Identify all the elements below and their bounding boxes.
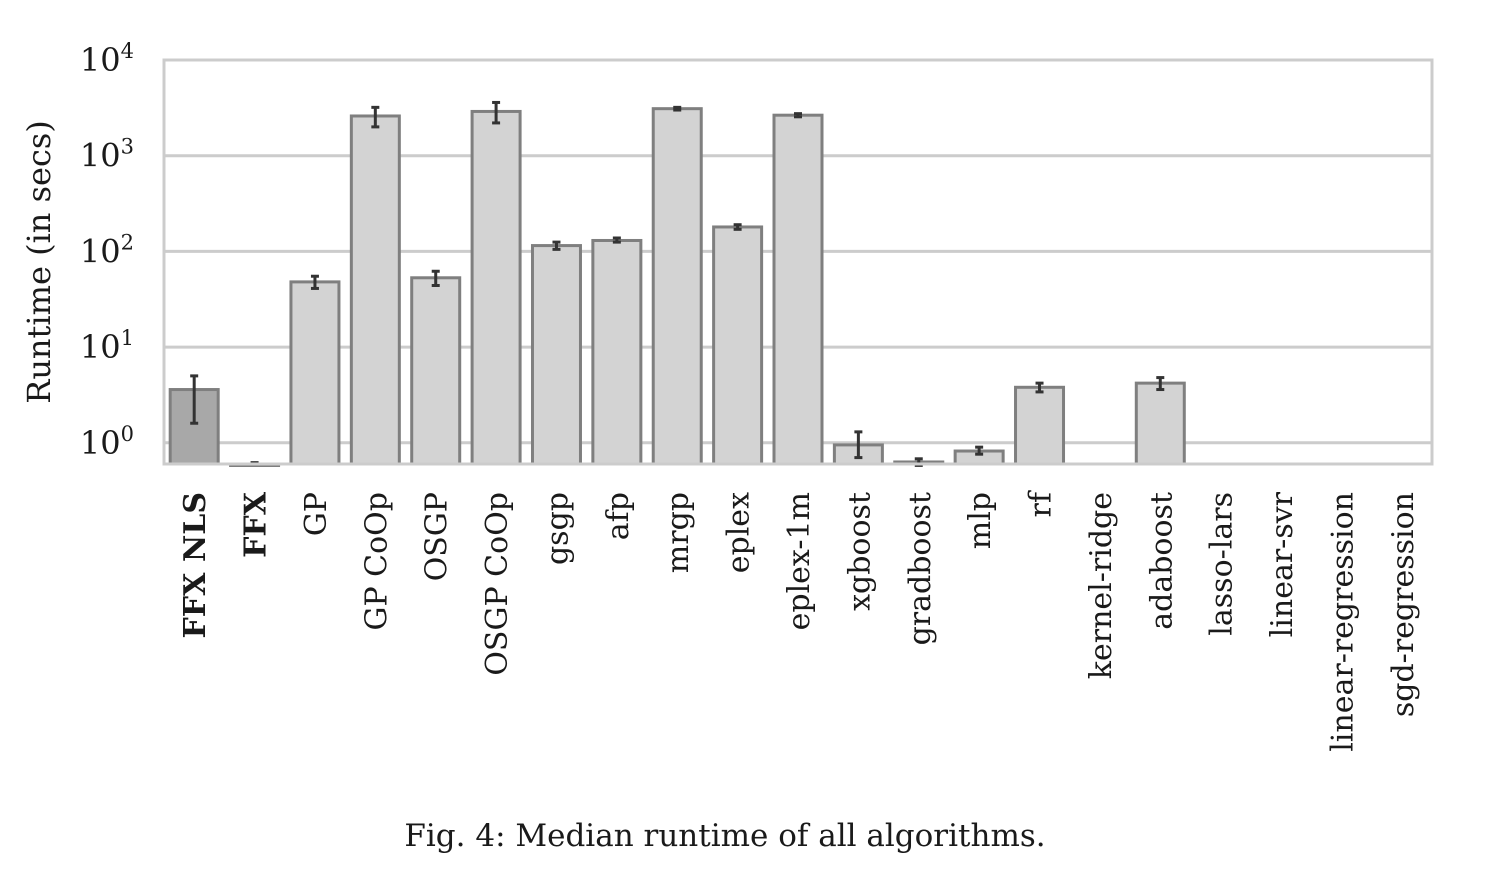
y-tick-label: 101 [80, 326, 134, 366]
x-category-label: gradboost [903, 492, 938, 645]
figure-caption: Fig. 4: Median runtime of all algorithms… [404, 818, 1046, 854]
x-category-label: mrgp [661, 492, 696, 573]
y-tick-label: 100 [80, 422, 134, 462]
x-category-label: FFX NLS [178, 492, 213, 639]
x-category-label: eplex [722, 492, 757, 573]
x-category-label: sgd-regression [1386, 492, 1421, 717]
x-category-label: rf [1024, 490, 1059, 517]
plot-frame [162, 58, 1434, 466]
bars [168, 107, 1186, 467]
bar [712, 225, 764, 466]
bar [530, 244, 582, 466]
bar [591, 238, 643, 466]
runtime-bar-chart: 100 101 102 103 104 FFX NLS FFX GP GP CoOp OSGP O… [20, 39, 1434, 752]
bar [410, 276, 462, 466]
x-category-label: kernel-ridge [1084, 492, 1119, 679]
x-category-label: GP [299, 492, 334, 536]
y-tick-labels: 100 101 102 103 104 [80, 39, 134, 462]
x-category-label: afp [601, 492, 636, 540]
x-category-label: mlp [963, 492, 998, 549]
bar [470, 109, 522, 466]
x-category-label: eplex-1m [782, 492, 817, 630]
x-category-label: OSGP CoOp [480, 492, 515, 676]
y-tick-label: 102 [80, 230, 134, 270]
y-tick-label: 104 [80, 39, 134, 79]
bar [349, 114, 401, 466]
x-category-label: FFX [239, 491, 274, 558]
x-category-label: gsgp [540, 492, 575, 565]
bar [289, 280, 341, 466]
x-category-label: linear-regression [1325, 492, 1360, 752]
x-category-label: linear-svr [1265, 491, 1300, 637]
bar [651, 107, 703, 466]
bar [1134, 381, 1186, 466]
x-category-label: GP CoOp [359, 492, 394, 631]
y-axis-label: Runtime (in secs) [20, 120, 58, 404]
x-category-label: OSGP [420, 492, 455, 581]
bar [1014, 385, 1066, 466]
x-category-labels: FFX NLS FFX GP GP CoOp OSGP OSGP CoOp gsgp afp m… [178, 490, 1421, 752]
x-category-label: adaboost [1144, 492, 1179, 630]
x-category-label: lasso-lars [1205, 492, 1240, 636]
bar [772, 113, 824, 466]
y-tick-label: 103 [80, 135, 134, 175]
x-category-label: xgboost [842, 492, 877, 611]
